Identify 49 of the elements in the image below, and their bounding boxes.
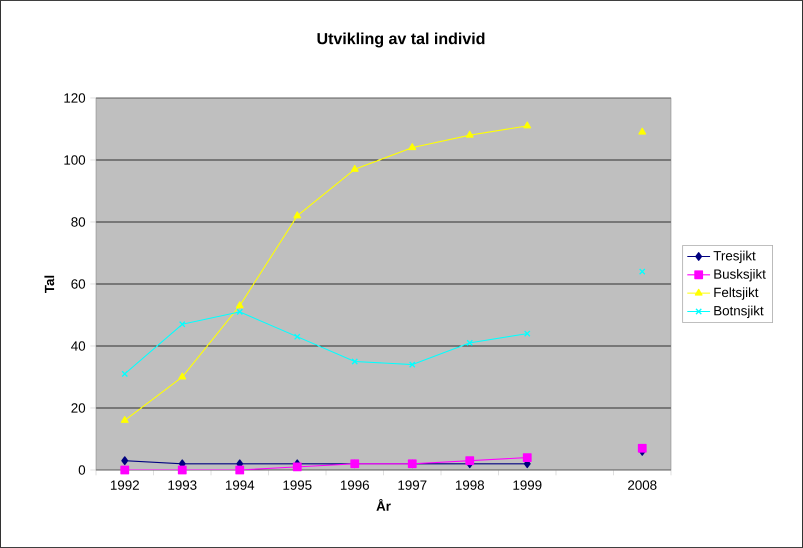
x-tick-label: 1992 xyxy=(110,480,139,490)
x-tick-label: 1994 xyxy=(226,480,254,490)
x-tick-label: 1999 xyxy=(513,480,542,490)
y-tick-label: 80 xyxy=(71,217,86,227)
point xyxy=(121,456,128,466)
point xyxy=(351,358,358,365)
point xyxy=(236,301,244,308)
y-tick-label: 100 xyxy=(64,155,86,165)
point xyxy=(465,456,474,466)
x-tick-label: 2008 xyxy=(628,480,656,490)
point xyxy=(292,462,302,472)
x-tick-label: 1996 xyxy=(340,480,369,490)
point xyxy=(524,330,531,337)
y-tick-label: 60 xyxy=(71,279,86,289)
point xyxy=(522,453,532,462)
point xyxy=(235,466,244,474)
x-tick-label: 1997 xyxy=(398,480,426,490)
point xyxy=(121,370,128,378)
point xyxy=(294,333,301,340)
point xyxy=(178,320,186,328)
legend-label: Tresjikt xyxy=(714,250,756,264)
point xyxy=(638,128,646,135)
legend-label: Botnsjikt xyxy=(714,306,764,318)
x-tick-label: 1993 xyxy=(168,480,196,490)
x-tick-label: 1998 xyxy=(456,480,484,490)
y-tick-label: 120 xyxy=(64,93,86,103)
y-axis-title: Tal xyxy=(44,276,54,293)
x-axis-title: År xyxy=(376,498,391,511)
y-tick-label: 40 xyxy=(71,341,86,351)
y-tick-label: 20 xyxy=(71,403,86,413)
point xyxy=(466,340,474,346)
point xyxy=(178,466,187,474)
point xyxy=(638,444,647,453)
x-tick-label: 1995 xyxy=(283,480,312,490)
point xyxy=(120,416,129,423)
point xyxy=(408,143,416,150)
point xyxy=(350,164,359,172)
point xyxy=(120,466,130,474)
y-tick-label: 0 xyxy=(78,465,86,475)
point xyxy=(408,361,416,368)
point xyxy=(236,308,244,316)
legend-label: Busksjikt xyxy=(714,268,766,282)
point xyxy=(466,130,474,138)
point xyxy=(178,372,186,380)
point xyxy=(523,121,532,128)
legend-label: Feltsjikt xyxy=(714,287,758,300)
chart-title: Utvikling av tal individ xyxy=(318,32,484,48)
point xyxy=(638,268,646,275)
point xyxy=(293,211,302,218)
